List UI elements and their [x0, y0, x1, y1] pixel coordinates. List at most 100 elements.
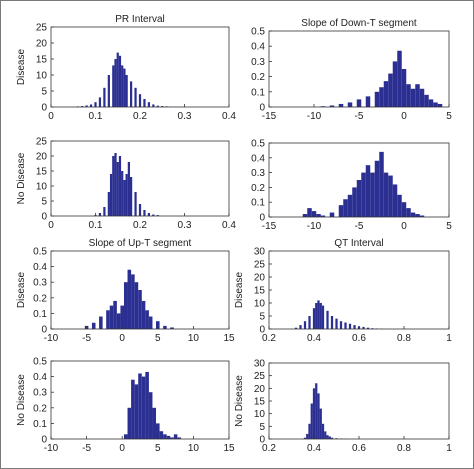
- histogram-bar: [335, 318, 338, 329]
- histogram-bar: [91, 322, 96, 329]
- x-tick-label: 15: [223, 333, 235, 344]
- histogram-bar: [138, 290, 142, 329]
- y-tick-label: 0.5: [33, 247, 47, 258]
- y-tick-label: 25: [36, 137, 48, 148]
- y-tick-label: 0.1: [33, 309, 47, 320]
- histogram-bar: [123, 68, 126, 107]
- x-tick-label: 0.8: [397, 443, 411, 454]
- y-tick-label: 20: [36, 152, 48, 163]
- histogram-bar: [388, 73, 393, 107]
- histogram-bar: [134, 384, 139, 439]
- histogram-bar: [109, 174, 113, 216]
- x-tick-label: 1: [446, 333, 452, 344]
- y-tick-label: 5: [41, 197, 47, 208]
- x-tick-label: 0: [48, 111, 54, 122]
- y-tick-label: 20: [36, 39, 48, 50]
- x-tick-label: 0.6: [352, 443, 366, 454]
- histogram-bar: [328, 436, 331, 439]
- histogram-bar: [339, 321, 343, 329]
- y-tick-label: 0.2: [33, 293, 47, 304]
- histogram-bar: [401, 69, 407, 107]
- subplot-title: PR Interval: [115, 14, 164, 25]
- histogram-bar: [141, 376, 146, 439]
- y-tick-label: 0.4: [33, 262, 47, 273]
- histogram-bar: [163, 325, 167, 329]
- y-tick-label: 20: [254, 273, 266, 284]
- y-tick-label: 0.5: [251, 27, 265, 38]
- histogram-bar: [134, 282, 139, 329]
- y-tick-label: 0.4: [251, 153, 265, 164]
- histogram-bar: [125, 75, 128, 107]
- y-tick-label: 0.5: [251, 139, 265, 150]
- y-tick-label: 25: [254, 371, 266, 382]
- histogram-bar: [370, 172, 375, 217]
- histogram-bar: [147, 213, 151, 216]
- y-axis-label: No Disease: [234, 375, 245, 427]
- y-tick-label: 30: [254, 247, 266, 258]
- y-tick-label: 0.1: [251, 198, 265, 209]
- histogram-bar: [113, 300, 117, 329]
- y-tick-label: 0: [259, 325, 265, 336]
- y-tick-label: 0.3: [33, 388, 47, 399]
- histogram-bar: [112, 65, 115, 107]
- histogram-bar: [344, 322, 347, 329]
- subplot-title: Slope of Down-T segment: [301, 18, 417, 29]
- y-tick-label: 10: [254, 299, 266, 310]
- histogram-bar: [116, 313, 121, 329]
- histogram-bar: [356, 99, 362, 107]
- y-tick-label: 0.3: [33, 278, 47, 289]
- x-tick-label: -10: [307, 221, 322, 232]
- subplot-title: QT Interval: [334, 238, 383, 249]
- histogram-bar: [419, 215, 425, 217]
- histogram-bar: [392, 61, 398, 107]
- histogram-bar: [330, 316, 334, 329]
- y-tick-label: 0: [41, 212, 47, 223]
- histogram-bar: [123, 434, 128, 439]
- histogram-bar: [428, 99, 434, 107]
- histogram-bar: [352, 187, 357, 217]
- histogram-bar: [410, 212, 416, 217]
- histogram-bar: [317, 300, 320, 329]
- x-tick-label: 5: [155, 443, 161, 454]
- y-tick-label: 10: [254, 409, 266, 420]
- histogram-bar: [114, 153, 117, 216]
- histogram-bar: [433, 102, 438, 107]
- histogram-bar: [415, 214, 420, 217]
- histogram-bar: [361, 172, 366, 217]
- x-tick-label: 0.4: [307, 443, 321, 454]
- y-tick-label: 10: [36, 182, 48, 193]
- x-tick-label: 5: [446, 111, 452, 122]
- y-tick-label: 15: [36, 55, 48, 66]
- histogram-bar: [343, 199, 348, 217]
- histogram-bar: [138, 94, 142, 107]
- histogram-bar: [366, 327, 370, 329]
- histogram-bar: [152, 214, 155, 216]
- plot-box: [50, 250, 230, 330]
- x-tick-label: 0.2: [133, 220, 147, 231]
- y-tick-label: 30: [254, 359, 266, 370]
- y-tick-label: 0: [41, 103, 47, 114]
- y-tick-label: 0: [259, 213, 265, 224]
- histogram-bar: [145, 371, 149, 439]
- histogram-bar: [103, 207, 106, 216]
- histogram-bar: [131, 274, 135, 329]
- histogram-bar: [353, 325, 356, 329]
- histogram-bar: [103, 87, 106, 107]
- histogram-bar: [170, 437, 174, 439]
- histogram-bar: [356, 180, 362, 217]
- x-tick-label: 10: [188, 443, 200, 454]
- histogram-bar: [319, 303, 322, 329]
- histogram-bar: [424, 94, 429, 107]
- y-tick-label: 0.1: [33, 419, 47, 430]
- x-tick-label: -10: [44, 443, 59, 454]
- histogram-bar: [106, 310, 110, 329]
- histogram-bar: [307, 208, 312, 217]
- histogram-bar: [85, 105, 88, 107]
- histogram-bar: [362, 326, 365, 329]
- histogram-bar: [81, 106, 84, 107]
- histogram-bar: [320, 215, 326, 217]
- histogram-bar: [326, 435, 329, 439]
- histogram-bar: [365, 165, 371, 217]
- plot-box: [268, 362, 450, 440]
